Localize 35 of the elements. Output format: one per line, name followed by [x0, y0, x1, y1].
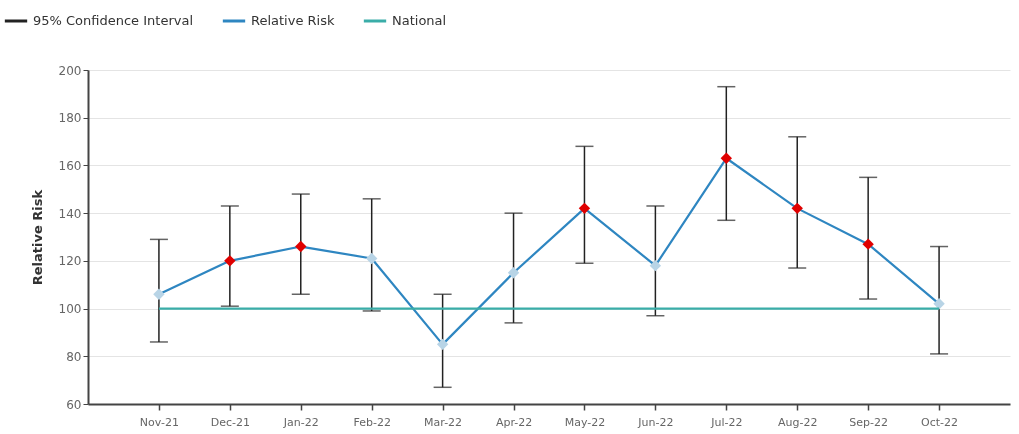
point	[720, 152, 733, 164]
y-tick-label: 140	[58, 206, 82, 221]
point	[365, 252, 378, 265]
x-tick-label: Jan-22	[282, 415, 319, 429]
y-tick-label: 160	[58, 158, 82, 173]
y-axis-title: Relative Risk	[29, 189, 45, 286]
legend-label: National	[392, 13, 447, 28]
x-tick-label: Nov-21	[139, 415, 179, 429]
point	[507, 267, 520, 279]
point	[578, 202, 591, 215]
x-tick-label: Sep-22	[849, 415, 889, 429]
y-tick-label: 60	[66, 397, 82, 412]
y-tick-label: 80	[66, 349, 82, 364]
point	[436, 338, 449, 351]
point	[295, 240, 307, 253]
y-tick-label: 120	[58, 254, 82, 269]
x-tick-label: Oct-22	[921, 415, 959, 429]
y-tick-label: 180	[58, 111, 82, 126]
x-tick-label: Feb-22	[353, 415, 391, 429]
x-tick-label: Dec-21	[210, 415, 250, 429]
x-tick-label: May-22	[564, 415, 606, 429]
point	[153, 288, 165, 300]
point	[649, 259, 662, 272]
y-tick-label: 100	[58, 302, 82, 317]
legend-label: Relative Risk	[251, 13, 335, 28]
text: 95% Confidence Interval	[33, 13, 194, 28]
point	[791, 202, 803, 215]
y-tick-label: 200	[58, 63, 82, 78]
x-tick-label: Jun-22	[637, 415, 674, 429]
x-tick-label: Jul-22	[710, 415, 743, 429]
x-tick-label: Apr-22	[495, 415, 533, 429]
point	[862, 238, 874, 250]
point	[224, 255, 236, 267]
x-tick-label: Aug-22	[778, 415, 818, 429]
x-tick-label: Mar-22	[424, 415, 463, 429]
